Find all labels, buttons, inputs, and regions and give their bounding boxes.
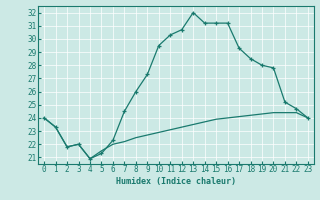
X-axis label: Humidex (Indice chaleur): Humidex (Indice chaleur)	[116, 177, 236, 186]
